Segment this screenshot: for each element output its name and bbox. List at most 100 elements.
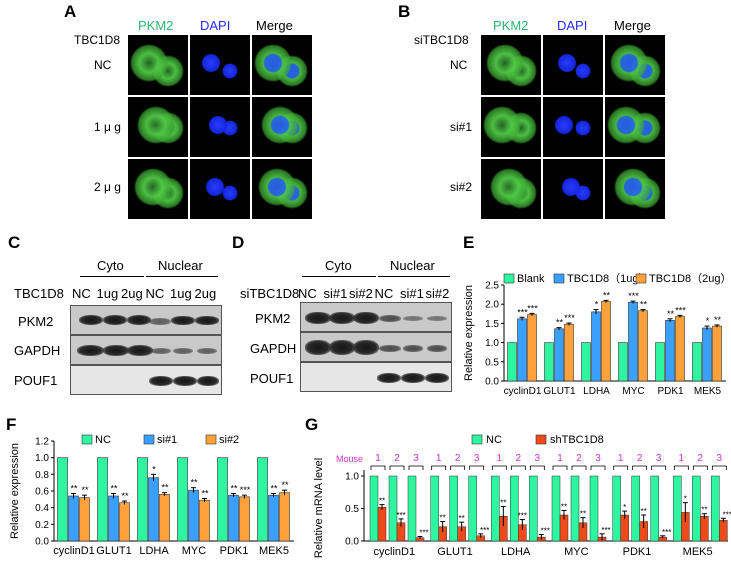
significance-label: ** bbox=[580, 510, 586, 519]
significance-label: *** bbox=[518, 512, 527, 521]
legend-label: Blank bbox=[517, 273, 545, 285]
bar bbox=[268, 494, 279, 542]
mouse-id: 2 bbox=[698, 453, 704, 464]
significance-label: ** bbox=[281, 480, 289, 490]
panel-b-row-title: siTBC1D8 bbox=[414, 33, 469, 47]
significance-label: ** bbox=[640, 300, 648, 310]
mouse-id: 1 bbox=[497, 453, 503, 464]
mouse-id: 3 bbox=[595, 453, 601, 464]
micrograph-pkm2-2 bbox=[128, 97, 188, 157]
x-tick-label: LDHA bbox=[583, 386, 610, 397]
panel-a-row-nc: NC bbox=[94, 58, 112, 72]
lane-label: si#1 bbox=[400, 286, 424, 301]
mouse-bracket bbox=[692, 465, 708, 470]
panel-a-header-pkm2: PKM2 bbox=[138, 18, 174, 33]
mouse-bracket bbox=[491, 465, 507, 470]
bar bbox=[507, 342, 517, 382]
bar bbox=[257, 457, 268, 542]
panel-d-blot-pouf1 bbox=[300, 362, 452, 392]
band bbox=[401, 373, 425, 383]
y-axis-label: Relative expression bbox=[463, 285, 475, 381]
significance-label: ** bbox=[667, 309, 675, 319]
significance-label: *** bbox=[419, 528, 428, 537]
bar bbox=[631, 475, 640, 542]
lane-label: NC bbox=[72, 286, 91, 301]
band bbox=[149, 376, 173, 386]
micrograph-pkm2-1 bbox=[481, 35, 541, 95]
panel-a-header-dapi: DAPI bbox=[200, 18, 231, 33]
significance-label: ** bbox=[701, 506, 707, 515]
band bbox=[171, 316, 195, 325]
band bbox=[127, 345, 153, 356]
micrograph-merge-2 bbox=[252, 97, 312, 157]
legend-swatch bbox=[205, 434, 217, 445]
significance-label: *** bbox=[675, 305, 686, 315]
x-tick-label: GLUT1 bbox=[437, 546, 472, 558]
micrograph-merge-2 bbox=[605, 97, 665, 157]
band bbox=[353, 340, 379, 355]
lane-label: NC bbox=[298, 286, 317, 301]
bar bbox=[700, 516, 709, 542]
panel-g-letter: G bbox=[305, 415, 319, 434]
significance-label: * bbox=[706, 316, 710, 326]
panel-a-row-2ug: 2 μ g bbox=[94, 180, 121, 194]
micrograph-dapi-1 bbox=[543, 35, 603, 95]
panel-c-letter: C bbox=[8, 233, 21, 252]
panel-b-header-merge: Merge bbox=[614, 18, 651, 33]
band bbox=[427, 345, 447, 352]
bar bbox=[491, 475, 500, 542]
micrograph-merge-3 bbox=[252, 159, 312, 219]
significance-label: * bbox=[152, 464, 156, 474]
significance-label: ** bbox=[641, 507, 647, 516]
band bbox=[151, 348, 171, 354]
mouse-id: 1 bbox=[436, 453, 442, 464]
mouse-bracket bbox=[370, 465, 386, 470]
bar bbox=[108, 495, 119, 542]
y-tick-label: 2.0 bbox=[485, 300, 499, 311]
bar bbox=[628, 301, 638, 382]
lane-label: NC bbox=[145, 286, 165, 301]
x-tick-label: GLUT1 bbox=[96, 545, 131, 557]
y-tick-label: 1.0 bbox=[345, 472, 359, 483]
micrograph-pkm2-3 bbox=[128, 159, 188, 219]
significance-label: *** bbox=[662, 528, 671, 537]
mouse-id: 2 bbox=[516, 453, 522, 464]
legend-swatch bbox=[503, 273, 515, 284]
panel-c-row-title: TBC1D8 bbox=[14, 286, 64, 301]
panel-c-blot-label-gapdh: GAPDH bbox=[14, 343, 61, 358]
bar bbox=[591, 311, 601, 382]
band bbox=[197, 348, 217, 354]
bar bbox=[712, 325, 722, 382]
panel-d-blot-label-pkm2: PKM2 bbox=[255, 311, 291, 326]
lane-label: 1ug bbox=[96, 286, 119, 301]
lane-label: 2ug bbox=[194, 286, 217, 301]
mouse-id: 1 bbox=[557, 453, 563, 464]
significance-label: ** bbox=[500, 499, 506, 508]
micrograph-dapi-3 bbox=[190, 159, 250, 219]
band bbox=[377, 373, 401, 383]
mouse-bracket bbox=[408, 465, 424, 470]
bar bbox=[97, 457, 108, 542]
panel-c-blot-pouf1 bbox=[70, 365, 222, 395]
legend-swatch bbox=[535, 434, 547, 445]
bar bbox=[665, 320, 675, 382]
mouse-bracket bbox=[431, 465, 447, 470]
significance-label: *** bbox=[240, 485, 251, 495]
x-tick-label: cyclinD1 bbox=[374, 546, 416, 558]
y-axis-label: Relative expression bbox=[9, 443, 21, 539]
panel-d-row-title: siTBC1D8 bbox=[240, 286, 300, 301]
x-tick-label: MEK5 bbox=[683, 546, 713, 558]
micrograph-pkm2-2 bbox=[481, 97, 541, 157]
bar bbox=[692, 342, 702, 382]
micrograph-dapi-2 bbox=[543, 97, 603, 157]
panel-b-header-dapi: DAPI bbox=[557, 18, 588, 33]
mouse-bracket bbox=[632, 465, 648, 470]
band bbox=[127, 315, 151, 325]
y-tick-label: 1.2 bbox=[35, 437, 49, 448]
x-tick-label: cyclinD1 bbox=[53, 545, 95, 557]
bar bbox=[79, 497, 90, 542]
panel-c-nuclear-line bbox=[146, 276, 218, 277]
panel-c-cyto-line bbox=[80, 276, 144, 277]
mouse-bracket bbox=[651, 465, 667, 470]
legend-label: NC bbox=[486, 434, 502, 446]
